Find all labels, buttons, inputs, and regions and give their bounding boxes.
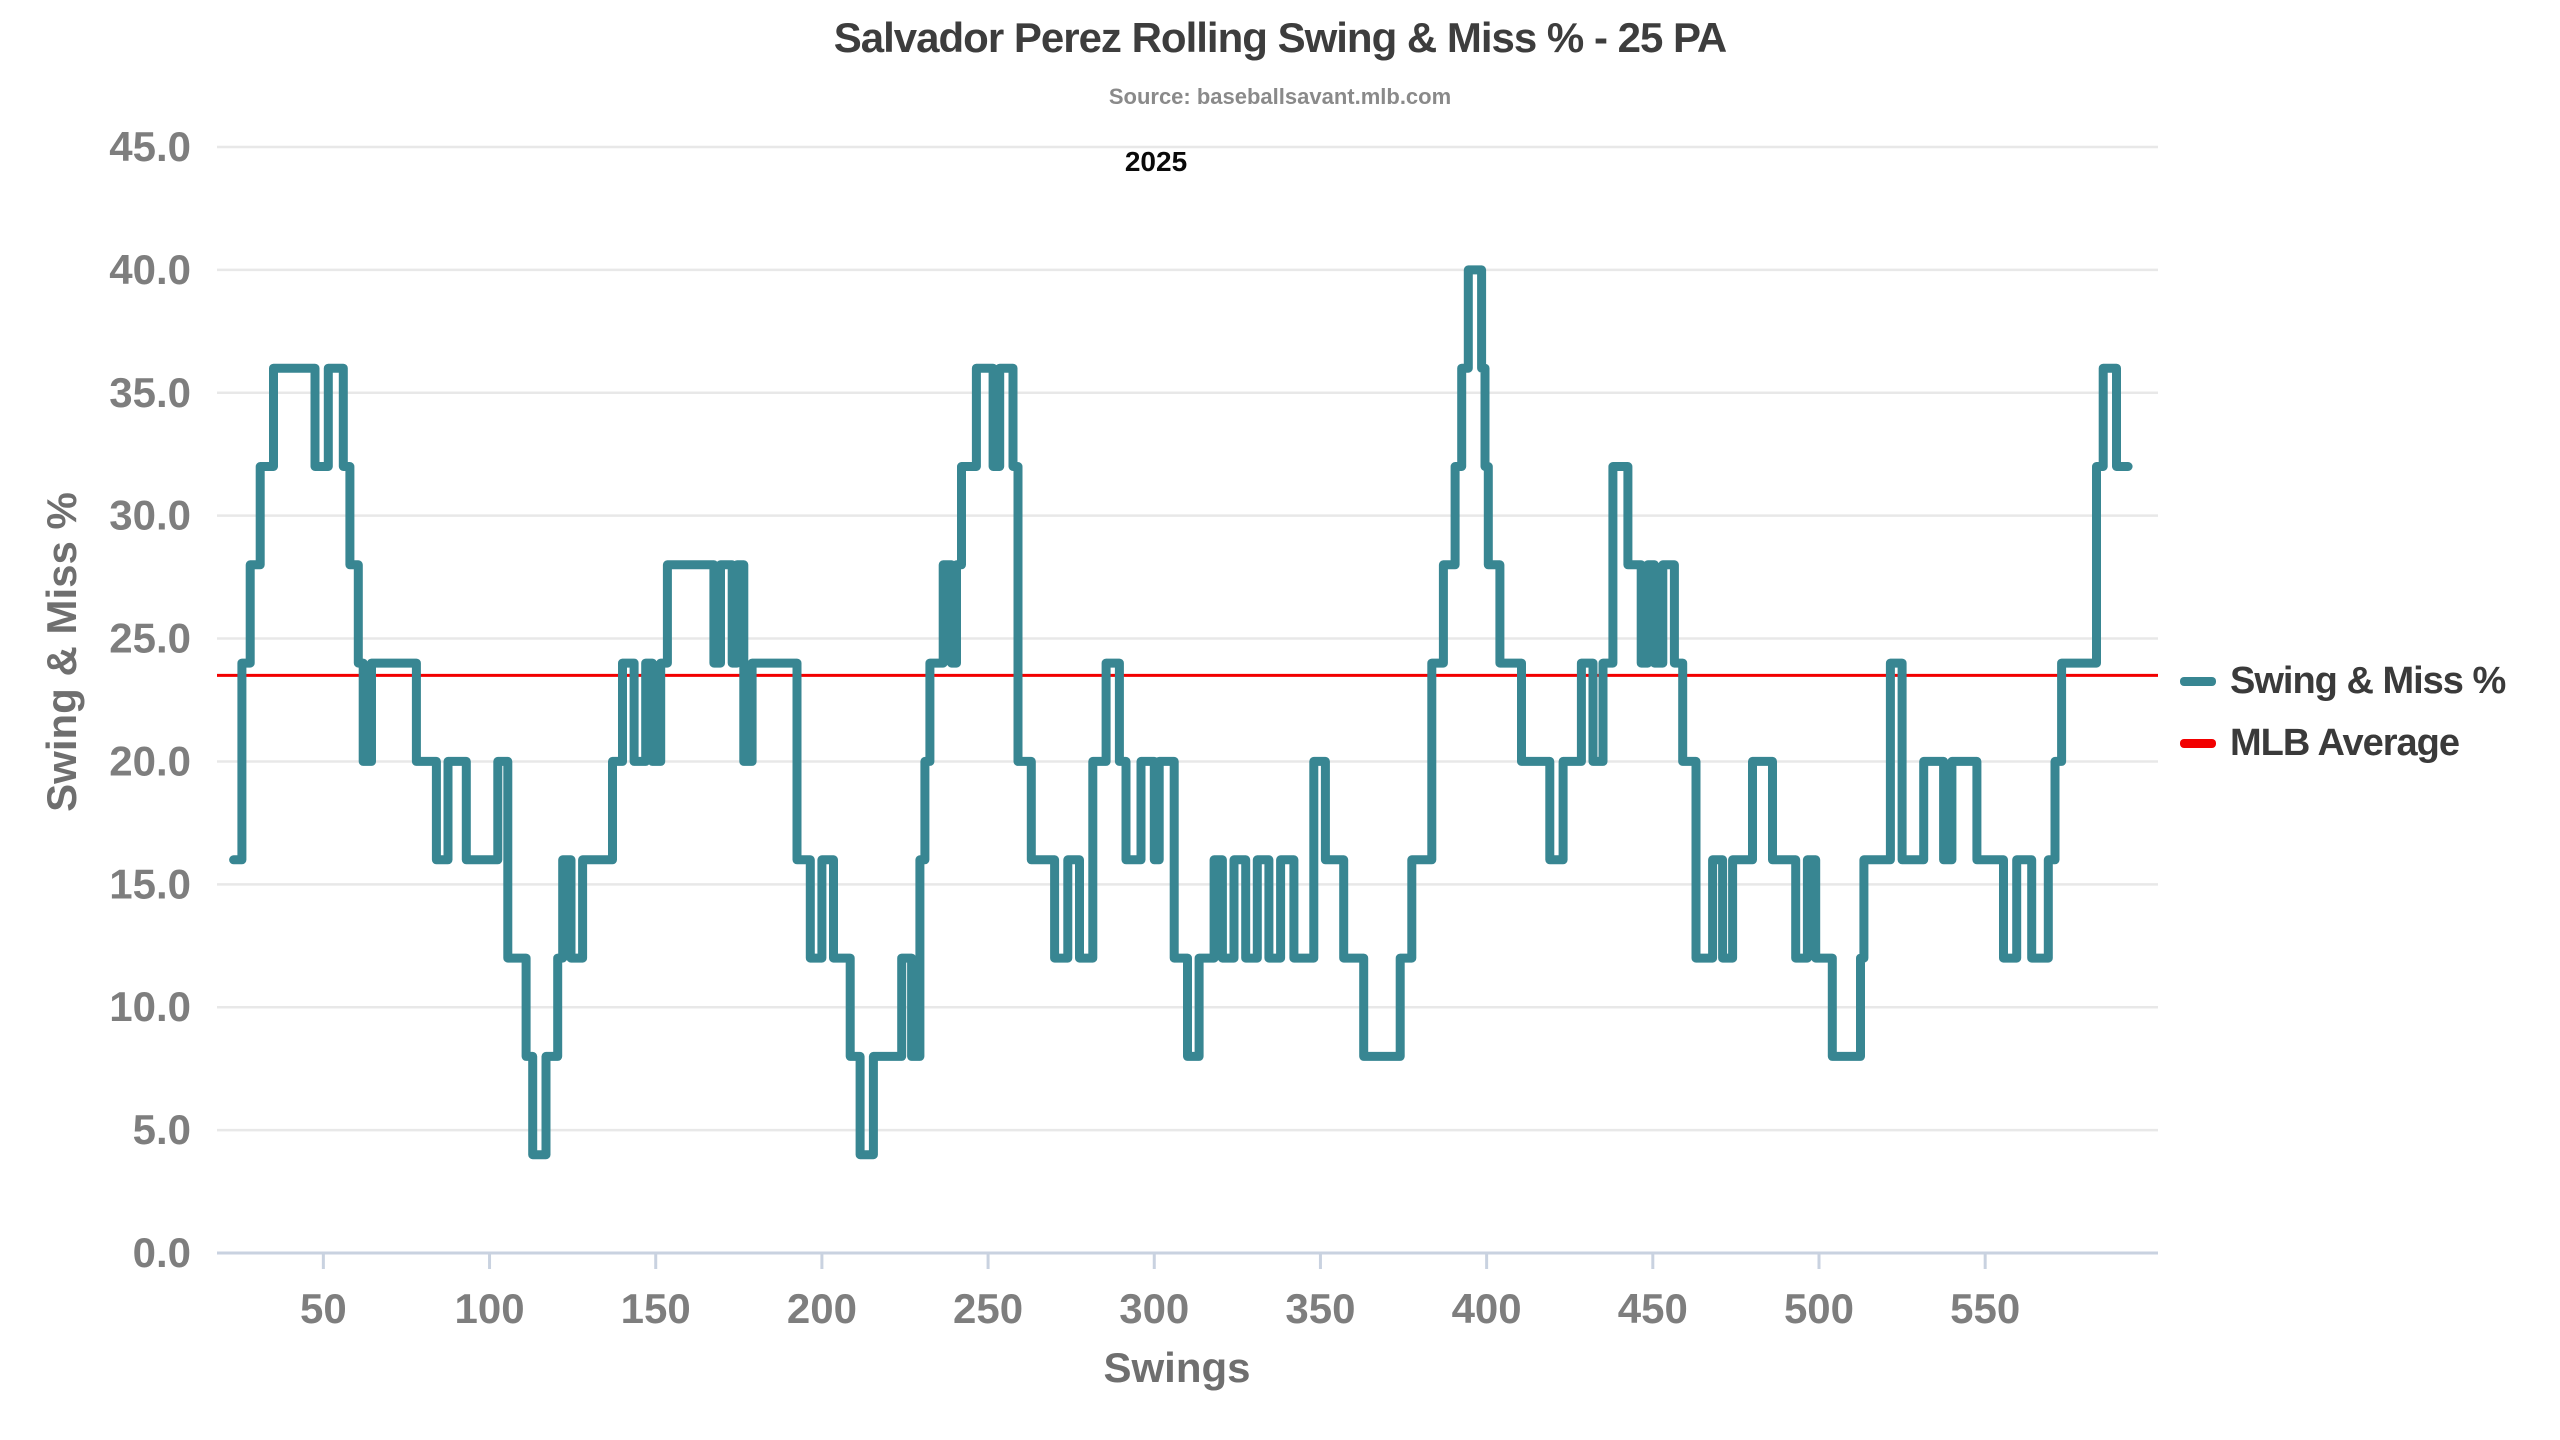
- legend-label-average: MLB Average: [2230, 721, 2460, 764]
- x-axis-title: Swings: [1103, 1344, 1251, 1391]
- y-tick-label: 40.0: [109, 246, 191, 293]
- legend-item-series: Swing & Miss %: [2180, 658, 2506, 704]
- legend: Swing & Miss % MLB Average: [2180, 658, 2506, 766]
- y-tick-label: 30.0: [109, 492, 191, 539]
- y-tick-label: 25.0: [109, 615, 191, 662]
- x-tick-label: 200: [787, 1285, 857, 1332]
- y-tick-label: 45.0: [109, 123, 191, 170]
- series-swatch-icon: [2180, 676, 2216, 686]
- x-tick-label: 500: [1784, 1285, 1854, 1332]
- chart-subtitle: Source: baseballsavant.mlb.com: [1108, 84, 1452, 109]
- chart-title: Salvador Perez Rolling Swing & Miss % - …: [833, 14, 1727, 61]
- x-tick-label: 350: [1285, 1285, 1355, 1332]
- x-tick-label: 50: [300, 1285, 347, 1332]
- average-swatch-icon: [2180, 738, 2216, 748]
- year-annotation: 2025: [1124, 146, 1188, 177]
- x-tick-label: 300: [1119, 1285, 1189, 1332]
- legend-item-average: MLB Average: [2180, 720, 2505, 766]
- y-tick-label: 20.0: [109, 737, 191, 784]
- y-tick-label: 0.0: [133, 1229, 191, 1276]
- y-tick-label: 15.0: [109, 860, 191, 907]
- y-tick-label: 35.0: [109, 369, 191, 416]
- legend-label-series: Swing & Miss %: [2230, 659, 2506, 702]
- x-tick-label: 400: [1452, 1285, 1522, 1332]
- x-tick-label: 250: [953, 1285, 1023, 1332]
- y-tick-label: 10.0: [109, 983, 191, 1030]
- x-tick-label: 150: [621, 1285, 691, 1332]
- x-tick-label: 450: [1618, 1285, 1688, 1332]
- y-tick-label: 5.0: [133, 1106, 191, 1153]
- series-line: [229, 265, 2133, 1160]
- x-tick-label: 100: [454, 1285, 524, 1332]
- x-tick-label: 550: [1950, 1285, 2020, 1332]
